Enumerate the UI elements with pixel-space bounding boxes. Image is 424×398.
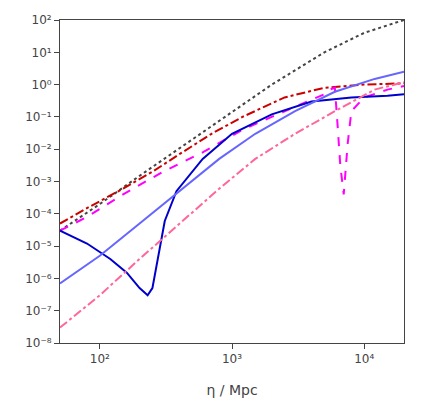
svg-text:10⁻⁴: 10⁻⁴	[25, 207, 52, 221]
svg-text:10²: 10²	[32, 13, 52, 27]
svg-text:10⁻²: 10⁻²	[25, 142, 52, 156]
svg-text:10⁻⁸: 10⁻⁸	[25, 336, 52, 350]
svg-text:10⁰: 10⁰	[32, 78, 52, 92]
svg-text:η / Mpc: η / Mpc	[206, 382, 257, 398]
svg-text:10³: 10³	[222, 352, 242, 366]
svg-text:10⁻⁶: 10⁻⁶	[25, 272, 52, 286]
svg-text:10⁻⁷: 10⁻⁷	[25, 304, 52, 318]
svg-text:10⁴: 10⁴	[354, 352, 374, 366]
svg-text:10⁻¹: 10⁻¹	[25, 110, 52, 124]
svg-text:10¹: 10¹	[32, 46, 52, 60]
svg-text:10⁻³: 10⁻³	[25, 175, 52, 189]
svg-text:10²: 10²	[90, 352, 110, 366]
svg-text:10⁻⁵: 10⁻⁵	[25, 239, 52, 253]
